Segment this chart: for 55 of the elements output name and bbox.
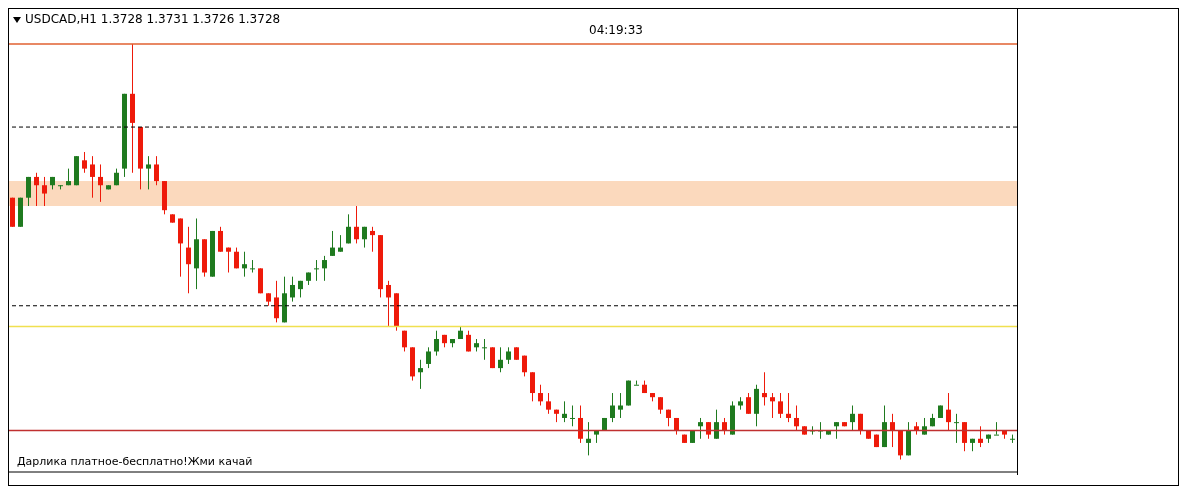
candlestick <box>42 176 47 207</box>
candlestick <box>794 405 799 431</box>
candlestick <box>538 384 543 406</box>
candlestick <box>890 413 895 448</box>
candlestick <box>434 330 439 357</box>
candlestick <box>34 172 39 207</box>
candlestick <box>386 280 391 328</box>
candlestick <box>770 392 775 419</box>
candlestick <box>850 405 855 431</box>
candlestick <box>26 176 31 207</box>
candlestick <box>482 338 487 361</box>
candlestick <box>346 213 351 244</box>
candlestick <box>762 371 767 406</box>
candlestick <box>978 425 983 448</box>
candlestick <box>698 417 703 440</box>
candlestick <box>530 371 535 402</box>
candlestick <box>954 413 959 444</box>
candlestick <box>330 230 335 257</box>
candlestick <box>418 359 423 390</box>
candlestick <box>946 392 951 431</box>
candlestick <box>746 392 751 415</box>
candlestick <box>82 151 87 174</box>
candlestick <box>146 155 151 190</box>
candlestick <box>562 400 567 423</box>
candlestick <box>314 259 319 282</box>
candlestick <box>90 155 95 199</box>
candlestick <box>778 392 783 419</box>
text: 04:19:33 <box>589 23 643 37</box>
candlestick <box>634 380 639 386</box>
candlestick <box>426 346 431 369</box>
candlestick <box>546 392 551 415</box>
candlestick <box>570 405 575 427</box>
candlestick <box>994 421 999 436</box>
candlestick <box>218 226 223 253</box>
candlestick <box>610 392 615 423</box>
candlestick <box>578 405 583 444</box>
chart-title: USDCAD,H1 1.3728 1.3731 1.3726 1.3728 <box>25 12 281 26</box>
candlestick <box>98 163 103 203</box>
candlestick <box>498 346 503 373</box>
candlestick <box>586 421 591 456</box>
candlestick <box>714 409 719 440</box>
candlestick <box>618 392 623 419</box>
candlestick <box>786 392 791 423</box>
candlestick <box>322 255 327 282</box>
candlestick <box>226 247 231 274</box>
candlestick <box>962 421 967 452</box>
candlestick <box>186 226 191 294</box>
annotation: Дарлика платное-бесплатно!Жми качай <box>17 455 253 468</box>
candlestick <box>370 226 375 253</box>
candlestick <box>290 276 295 303</box>
candlestick <box>154 155 159 186</box>
candlestick <box>274 280 279 323</box>
candlestick <box>250 259 255 274</box>
candlestick <box>354 205 359 244</box>
candlestick <box>242 251 247 278</box>
